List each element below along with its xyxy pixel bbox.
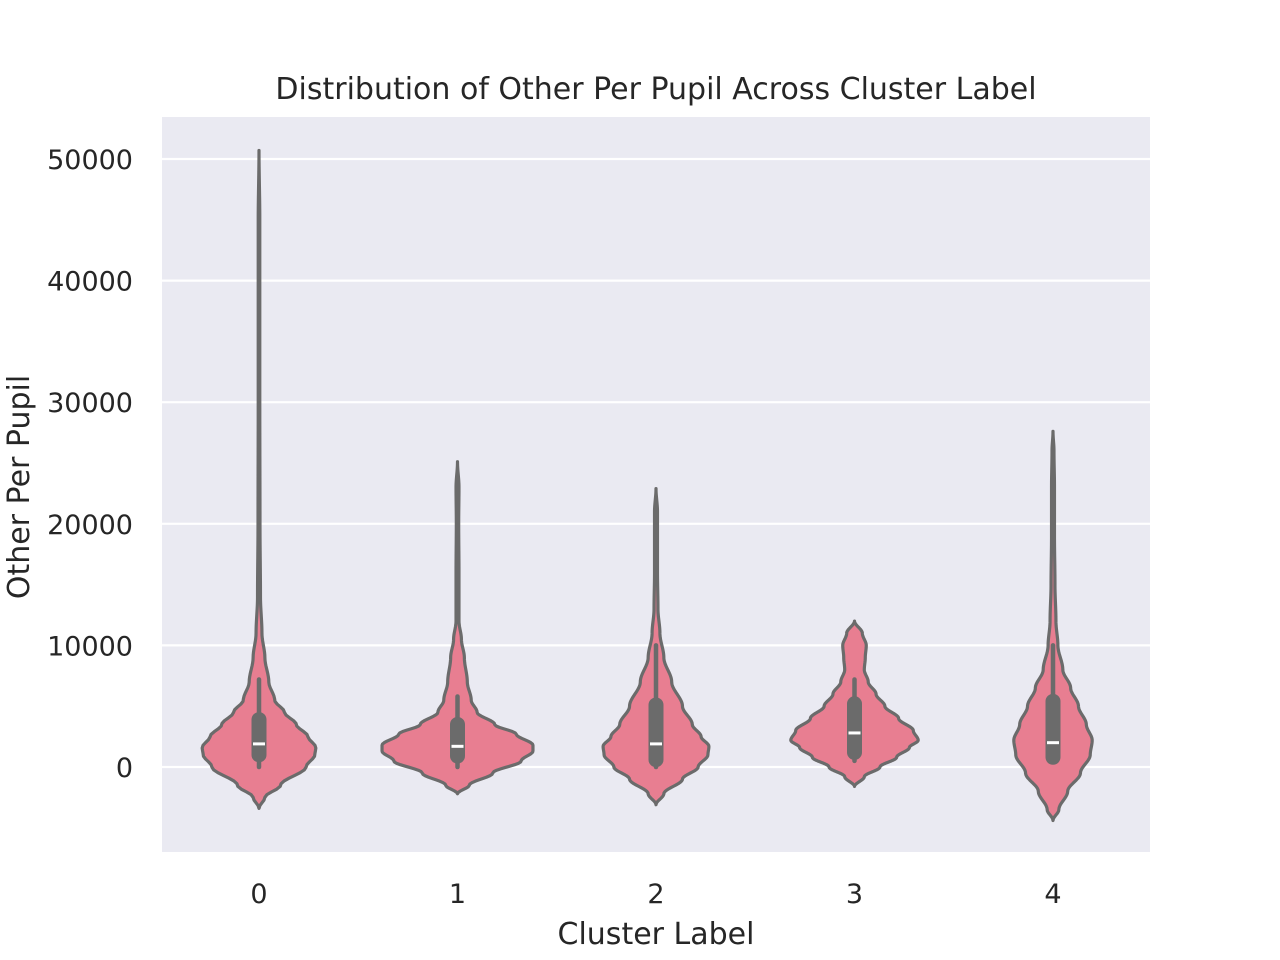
x-tick-label: 4 — [1044, 879, 1061, 910]
violin-cluster-1 — [380, 460, 535, 796]
y-tick-labels: 0 10000 20000 30000 40000 50000 — [47, 145, 133, 784]
x-tick-label: 0 — [250, 879, 267, 910]
y-tick-label: 20000 — [47, 510, 133, 541]
x-tick-label: 2 — [647, 879, 664, 910]
violin-cluster-3 — [789, 619, 920, 789]
x-axis-title: Cluster Label — [558, 917, 755, 952]
y-tick-label: 10000 — [47, 631, 133, 662]
y-tick-label: 40000 — [47, 267, 133, 298]
x-tick-labels: 0 1 2 3 4 — [250, 879, 1061, 910]
violin-body — [200, 148, 318, 810]
violin-body — [380, 460, 535, 796]
x-tick-label: 1 — [449, 879, 466, 910]
y-tick-label: 30000 — [47, 388, 133, 419]
violin-cluster-0 — [200, 148, 318, 810]
chart-title: Distribution of Other Per Pupil Across C… — [275, 72, 1036, 107]
y-tick-label: 50000 — [47, 145, 133, 176]
y-tick-label: 0 — [116, 753, 133, 784]
y-axis-title: Other Per Pupil — [2, 375, 37, 599]
x-tick-label: 3 — [846, 879, 863, 910]
violins — [200, 148, 1094, 823]
violin-cluster-2 — [601, 486, 711, 807]
violin-cluster-4 — [1012, 429, 1094, 823]
violin-body — [1012, 429, 1094, 823]
